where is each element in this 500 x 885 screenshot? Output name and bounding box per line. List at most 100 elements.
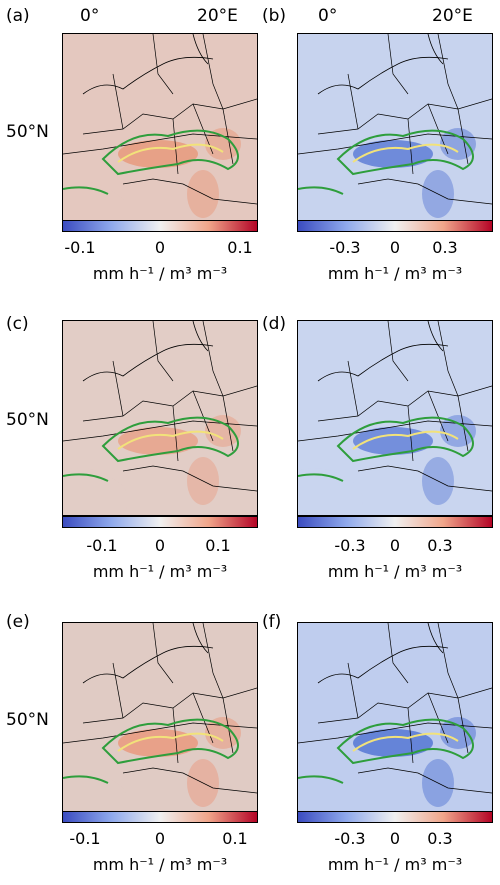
orography-contour-yellow: [352, 143, 459, 163]
panel-letter-f: (f): [262, 612, 282, 632]
country-border: [347, 73, 469, 175]
orography-contour-yellow: [117, 143, 224, 163]
sea-region: [298, 770, 363, 817]
map-svg: [298, 34, 492, 228]
cbar-e-tick-1: -0.1: [69, 829, 101, 848]
unit-label-c: mm h⁻¹ / m³ m⁻³: [92, 562, 228, 581]
cbar-d-tick-1: -0.3: [334, 536, 366, 555]
map-svg: [63, 623, 257, 817]
sea-region: [298, 181, 363, 228]
cbar-f-tick-1: -0.3: [334, 829, 366, 848]
country-border: [298, 133, 492, 155]
coastline: [82, 34, 214, 95]
orography-contour-green: [336, 718, 474, 765]
cbar-a-tick-2: 0: [154, 238, 166, 257]
lon-label-0: 0°: [80, 6, 100, 26]
carpathian-anomaly: [440, 128, 476, 160]
carpathian-anomaly: [205, 128, 241, 160]
orography-contour-green: [101, 718, 239, 765]
orography-contour-green: [298, 473, 344, 482]
cbar-c-tick-1: -0.1: [86, 536, 118, 555]
orography-contour-yellow: [117, 430, 224, 450]
sea-region: [63, 770, 128, 817]
unit-label-e: mm h⁻¹ / m³ m⁻³: [92, 855, 228, 874]
orography-contour-green: [336, 129, 474, 176]
orography-contour-green: [298, 775, 344, 784]
cbar-a-tick-3: 0.1: [227, 238, 253, 257]
orography-contour-yellow: [117, 732, 224, 752]
panel-letter-b: (b): [262, 6, 287, 26]
country-border: [122, 465, 257, 492]
country-border: [63, 133, 257, 155]
country-border: [112, 73, 234, 175]
sea-region: [63, 468, 128, 515]
country-border: [298, 722, 492, 744]
coastline: [82, 321, 214, 382]
cbar-b-tick-1: -0.3: [329, 238, 361, 257]
map-svg: [63, 321, 257, 515]
country-border: [387, 623, 459, 699]
carpathian-anomaly: [440, 415, 476, 447]
country-border: [347, 360, 469, 462]
unit-label-a: mm h⁻¹ / m³ m⁻³: [92, 264, 228, 283]
orography-contour-green: [63, 186, 109, 195]
country-border: [152, 34, 224, 110]
orography-contour-yellow: [352, 430, 459, 450]
colorbar-a: [62, 220, 258, 232]
orography-contour-green: [336, 416, 474, 463]
country-border: [122, 767, 257, 794]
map-panel-c: [62, 320, 258, 516]
cbar-c-tick-3: 0.1: [205, 536, 231, 555]
cbar-e-tick-2: 0: [154, 829, 166, 848]
cbar-a-tick-1: -0.1: [64, 238, 96, 257]
sea-region: [298, 468, 363, 515]
lon-label-20e: 20°E: [197, 6, 238, 26]
orography-contour-green: [63, 775, 109, 784]
unit-label-b: mm h⁻¹ / m³ m⁻³: [327, 264, 463, 283]
cbar-f-tick-2: 0: [389, 829, 401, 848]
sea-region: [63, 181, 128, 228]
country-border: [387, 321, 459, 397]
coastline: [82, 623, 214, 684]
country-border: [357, 465, 492, 492]
map-svg: [63, 34, 257, 228]
colorbar-d: [297, 516, 493, 528]
country-border: [387, 34, 459, 110]
panel-letter-d: (d): [262, 314, 287, 334]
country-border: [112, 360, 234, 462]
cbar-c-tick-2: 0: [154, 536, 166, 555]
country-border: [63, 420, 257, 442]
country-border: [152, 623, 224, 699]
coastline: [317, 623, 449, 684]
colorbar-b: [297, 220, 493, 232]
map-panel-e: [62, 622, 258, 818]
map-svg: [298, 623, 492, 817]
unit-label-f: mm h⁻¹ / m³ m⁻³: [327, 855, 463, 874]
colorbar-e: [62, 811, 258, 823]
lon-label-0: 0°: [318, 6, 338, 26]
lon-label-20e: 20°E: [432, 6, 473, 26]
carpathian-anomaly: [205, 717, 241, 749]
country-border: [357, 767, 492, 794]
coastline: [317, 34, 449, 95]
unit-label-d: mm h⁻¹ / m³ m⁻³: [327, 562, 463, 581]
country-border: [152, 321, 224, 397]
map-panel-d: [297, 320, 493, 516]
orography-contour-green: [298, 186, 344, 195]
orography-contour-green: [63, 473, 109, 482]
lat-label-50n: 50°N: [6, 410, 49, 430]
country-border: [112, 662, 234, 764]
coastline: [317, 321, 449, 382]
cbar-b-tick-3: 0.3: [432, 238, 458, 257]
map-panel-b: [297, 33, 493, 229]
orography-contour-green: [101, 129, 239, 176]
country-border: [357, 178, 492, 205]
panel-letter-c: (c): [6, 314, 29, 334]
country-border: [298, 420, 492, 442]
panel-letter-a: (a): [6, 6, 30, 26]
cbar-f-tick-3: 0.3: [427, 829, 453, 848]
cbar-d-tick-2: 0: [389, 536, 401, 555]
colorbar-f: [297, 811, 493, 823]
carpathian-anomaly: [205, 415, 241, 447]
lat-label-50n: 50°N: [6, 122, 49, 142]
